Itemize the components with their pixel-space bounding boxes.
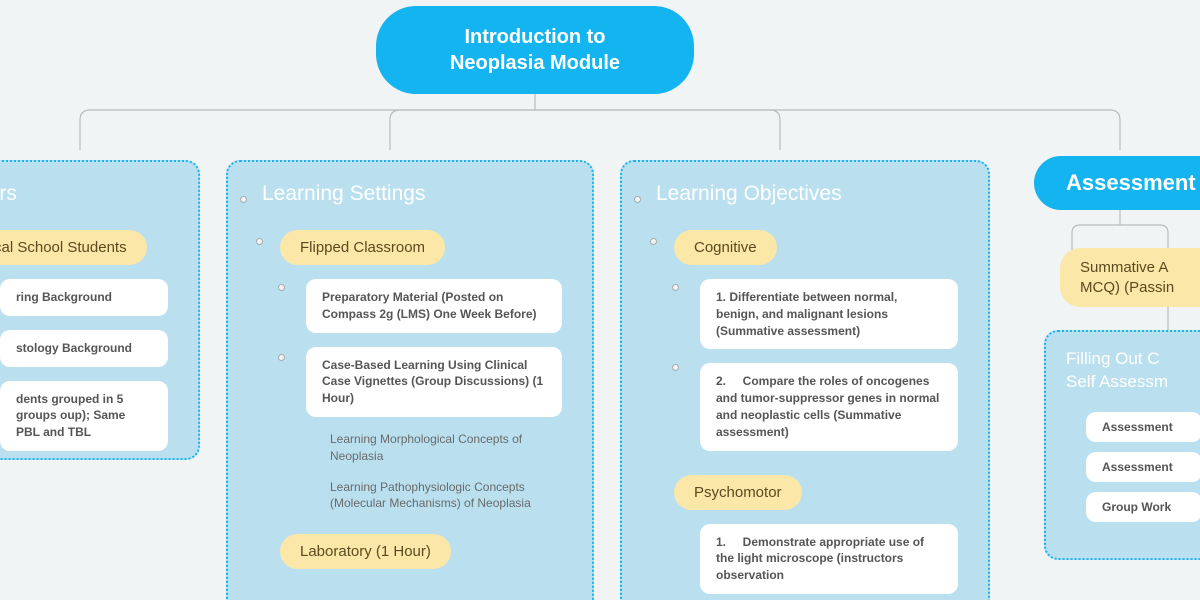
assess-item-1: Assessment bbox=[1086, 412, 1200, 442]
assess-summary-l1: Summative A bbox=[1080, 259, 1168, 276]
settings-lab-pill[interactable]: Laboratory (1 Hour) bbox=[280, 534, 451, 569]
tree-dot bbox=[240, 196, 247, 203]
tree-dot bbox=[256, 238, 263, 245]
panel-settings: Learning Settings Flipped Classroom Prep… bbox=[226, 160, 594, 600]
assess-panel-title-l2: Self Assessm bbox=[1066, 372, 1168, 391]
settings-flipped-sub-2: Learning Pathophysiologic Concepts (Mole… bbox=[330, 479, 560, 513]
learners-item-2: stology Background bbox=[0, 330, 168, 367]
assessment-summary-pill[interactable]: Summative A MCQ) (Passin bbox=[1060, 248, 1200, 307]
objectives-cog-item-2: 2. Compare the roles of oncogenes and tu… bbox=[700, 363, 958, 450]
tree-dot bbox=[278, 284, 285, 291]
panel-learners: ners cal School Students ring Background… bbox=[0, 160, 200, 460]
assessment-pill[interactable]: Assessment bbox=[1034, 156, 1200, 210]
learners-item-3: dents grouped in 5 groups oup); Same PBL… bbox=[0, 381, 168, 451]
settings-flipped-pill[interactable]: Flipped Classroom bbox=[280, 230, 445, 265]
tree-dot bbox=[634, 196, 641, 203]
tree-dot bbox=[672, 284, 679, 291]
learners-item-1: ring Background bbox=[0, 279, 168, 316]
tree-dot bbox=[672, 364, 679, 371]
objectives-psychomotor-pill[interactable]: Psychomotor bbox=[674, 475, 802, 510]
tree-dot bbox=[650, 238, 657, 245]
assess-item-2: Assessment bbox=[1086, 452, 1200, 482]
mindmap-canvas: Introduction to Neoplasia Module ners ca… bbox=[0, 0, 1200, 600]
panel-settings-title: Learning Settings bbox=[262, 182, 570, 206]
assess-summary-l2: MCQ) (Passin bbox=[1080, 279, 1174, 296]
assessment-panel-title: Filling Out C Self Assessm bbox=[1066, 348, 1200, 394]
settings-flipped-sub-1: Learning Morphological Concepts of Neopl… bbox=[330, 431, 560, 465]
learners-students-pill[interactable]: cal School Students bbox=[0, 230, 147, 265]
panel-objectives-title: Learning Objectives bbox=[656, 182, 966, 206]
objectives-cog-item-1: 1. Differentiate between normal, benign,… bbox=[700, 279, 958, 349]
settings-flipped-item-2: Case-Based Learning Using Clinical Case … bbox=[306, 347, 562, 417]
assessment-panel: Filling Out C Self Assessm Assessment As… bbox=[1044, 330, 1200, 560]
panel-objectives: Learning Objectives Cognitive 1. Differe… bbox=[620, 160, 990, 600]
objectives-psy-item-1: 1. Demonstrate appropriate use of the li… bbox=[700, 524, 958, 594]
settings-flipped-item-1: Preparatory Material (Posted on Compass … bbox=[306, 279, 562, 333]
panel-learners-title: ners bbox=[0, 182, 176, 206]
tree-dot bbox=[278, 354, 285, 361]
root-node[interactable]: Introduction to Neoplasia Module bbox=[376, 6, 694, 94]
assess-item-3: Group Work bbox=[1086, 492, 1200, 522]
objectives-cognitive-pill[interactable]: Cognitive bbox=[674, 230, 777, 265]
assess-panel-title-l1: Filling Out C bbox=[1066, 349, 1160, 368]
